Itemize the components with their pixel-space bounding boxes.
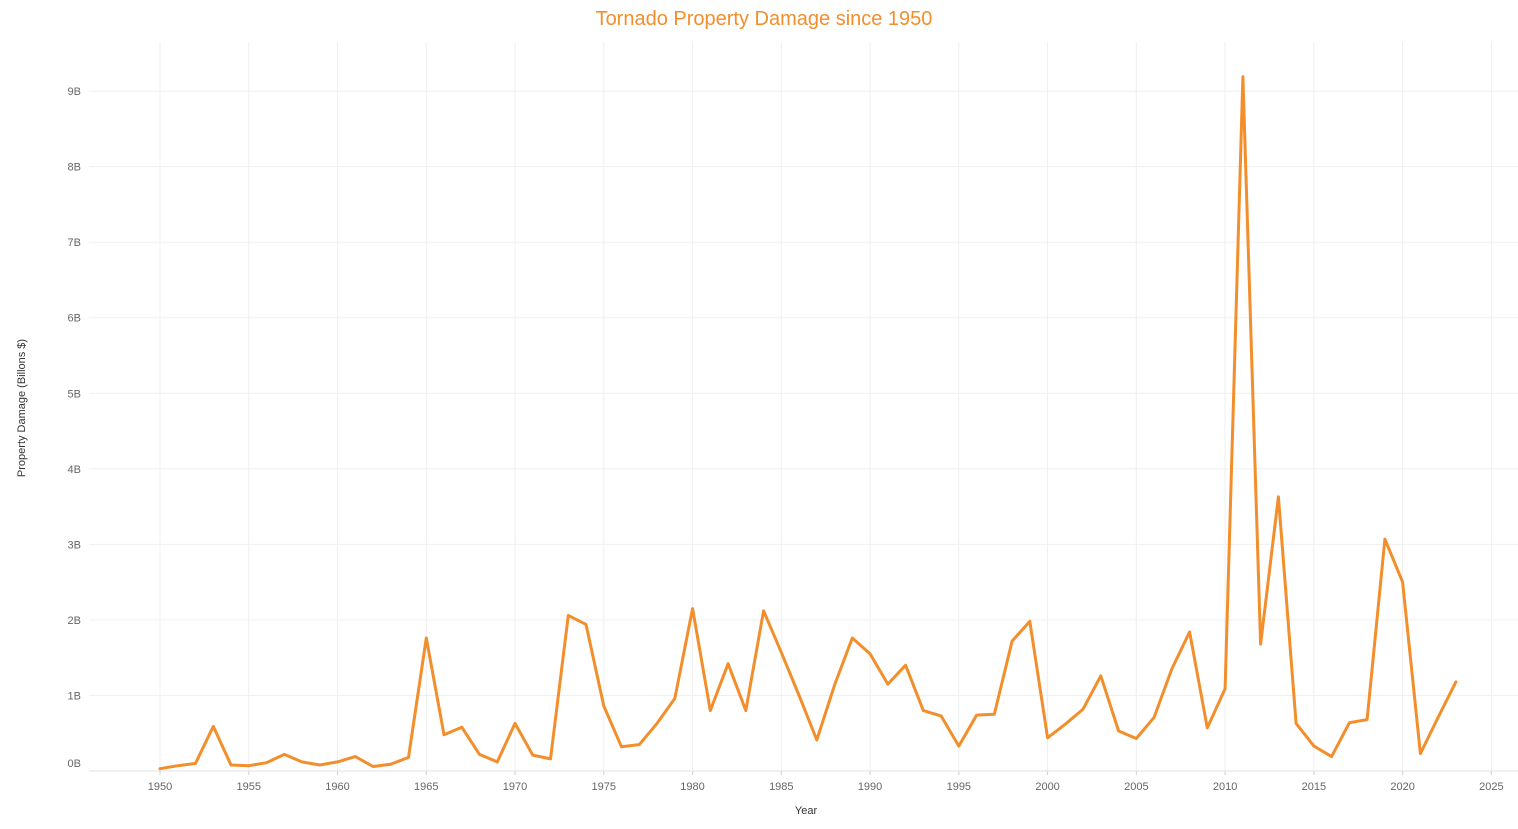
x-tick-label: 1970	[503, 781, 527, 793]
x-tick-label: 1955	[237, 781, 261, 793]
y-tick-label: 1B	[68, 690, 81, 702]
x-tick-label: 2015	[1302, 781, 1326, 793]
x-tick-label: 1995	[947, 781, 971, 793]
y-tick-label: 8B	[68, 162, 81, 174]
x-tick-label: 2010	[1213, 781, 1237, 793]
x-tick-label: 1990	[858, 781, 882, 793]
x-tick-label: 1985	[769, 781, 793, 793]
x-tick-label: 2025	[1479, 781, 1503, 793]
x-tick-label: 2005	[1124, 781, 1148, 793]
y-tick-label: 0B	[68, 758, 81, 770]
y-tick-label: 2B	[68, 615, 81, 627]
y-tick-label: 7B	[68, 237, 81, 249]
y-tick-label: 5B	[68, 388, 81, 400]
y-tick-label: 6B	[68, 313, 81, 325]
x-tick-label: 1950	[148, 781, 172, 793]
x-tick-label: 1975	[592, 781, 616, 793]
damage-series-line	[158, 75, 1458, 771]
y-tick-label: 3B	[68, 539, 81, 551]
x-tick-label: 2020	[1390, 781, 1414, 793]
axes: 1950 1955 1960 1965 1970 1975 1980 1985 1990 1995…	[68, 86, 1518, 793]
y-tick-label: 4B	[68, 464, 81, 476]
gridlines	[89, 42, 1518, 772]
y-tick-label: 9B	[68, 86, 81, 98]
x-tick-label: 1965	[414, 781, 438, 793]
x-tick-label: 2000	[1035, 781, 1059, 793]
chart-title: Tornado Property Damage since 1950	[595, 8, 933, 30]
x-tick-label: 1960	[325, 781, 349, 793]
x-tick-label: 1980	[680, 781, 704, 793]
series-layer	[158, 75, 1458, 771]
x-axis-title: Year	[795, 805, 818, 817]
y-axis-title: Property Damage (Billons $)	[16, 339, 28, 477]
